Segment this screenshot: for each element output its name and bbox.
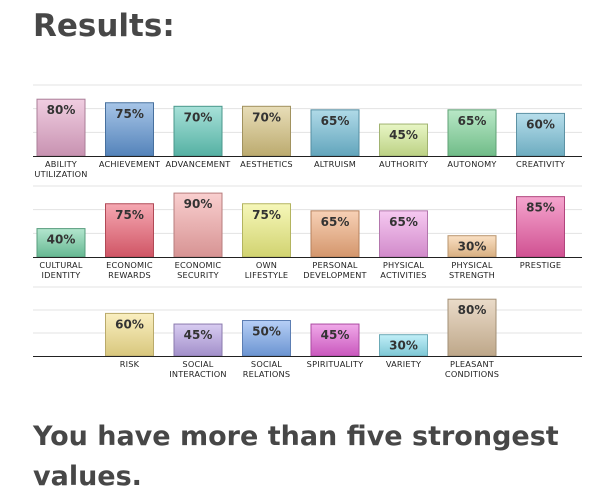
- category-label: CONDITIONS: [445, 369, 499, 379]
- bar: [173, 105, 223, 157]
- data-label: 80%: [458, 303, 487, 317]
- bar: [447, 298, 497, 357]
- chart-panel-2: 40%CULTURALIDENTITY75%ECONOMICREWARDS90%…: [33, 185, 582, 280]
- data-label: 75%: [252, 208, 281, 222]
- category-label: ALTRUISM: [314, 159, 356, 169]
- data-label: 45%: [321, 328, 350, 342]
- bar: [242, 105, 291, 157]
- data-label: 85%: [526, 201, 555, 215]
- bar: [516, 196, 565, 258]
- data-label: 65%: [321, 215, 350, 229]
- chart-panel-3: 60%RISK45%SOCIALINTERACTION50%SOCIALRELA…: [33, 286, 582, 379]
- data-label: 65%: [458, 114, 487, 128]
- category-label: ABILITY: [45, 159, 78, 169]
- category-label: PHYSICAL: [383, 260, 424, 270]
- category-label: IDENTITY: [41, 270, 81, 280]
- bar: [379, 123, 428, 157]
- data-label: 70%: [252, 110, 281, 124]
- bar: [173, 323, 223, 357]
- data-label: 65%: [321, 114, 350, 128]
- data-label: 75%: [115, 208, 144, 222]
- category-label: SECURITY: [177, 270, 220, 280]
- bar: [242, 203, 291, 258]
- category-label: UTILIZATION: [34, 169, 87, 179]
- results-heading: Results:: [33, 8, 175, 44]
- bar: [310, 210, 360, 258]
- category-label: VARIETY: [386, 359, 422, 369]
- category-label: AUTHORITY: [379, 159, 429, 169]
- data-label: 70%: [184, 110, 213, 124]
- data-label: 65%: [389, 215, 418, 229]
- bar: [447, 109, 497, 157]
- category-label: ADVANCEMENT: [165, 159, 231, 169]
- data-label: 75%: [115, 107, 144, 121]
- data-label: 50%: [252, 325, 281, 339]
- data-label: 80%: [47, 103, 76, 117]
- data-label: 45%: [389, 128, 418, 142]
- category-label: SOCIAL: [251, 359, 282, 369]
- category-label: SOCIAL: [182, 359, 213, 369]
- category-label: SPIRITUALITY: [307, 359, 364, 369]
- data-label: 60%: [526, 117, 555, 131]
- category-label: CREATIVITY: [516, 159, 566, 169]
- category-label: ECONOMIC: [106, 260, 153, 270]
- category-label: LIFESTYLE: [245, 270, 289, 280]
- category-label: AESTHETICS: [240, 159, 293, 169]
- category-label: RISK: [120, 359, 140, 369]
- category-label: ACHIEVEMENT: [99, 159, 161, 169]
- category-label: ECONOMIC: [175, 260, 222, 270]
- category-label: ACTIVITIES: [380, 270, 426, 280]
- bar: [516, 112, 565, 157]
- category-label: REWARDS: [108, 270, 151, 280]
- category-label: STRENGTH: [449, 270, 495, 280]
- category-label: PERSONAL: [312, 260, 358, 270]
- category-label: PLEASANT: [450, 359, 495, 369]
- category-label: INTERACTION: [169, 369, 226, 379]
- bar: [105, 102, 154, 157]
- bar: [105, 203, 154, 258]
- category-label: AUTONOMY: [447, 159, 497, 169]
- category-label: DEVELOPMENT: [303, 270, 367, 280]
- bar: [310, 323, 360, 357]
- data-label: 30%: [458, 240, 487, 254]
- category-label: CULTURAL: [39, 260, 82, 270]
- bar: [310, 109, 360, 157]
- data-label: 60%: [115, 317, 144, 331]
- bar: [379, 210, 428, 258]
- conclusion-text: You have more than five strongest values…: [33, 421, 559, 492]
- bar: [36, 228, 86, 258]
- category-label: OWN: [256, 260, 277, 270]
- bar: [105, 312, 154, 357]
- category-label: RELATIONS: [243, 369, 291, 379]
- data-label: 90%: [184, 197, 213, 211]
- category-label: PRESTIGE: [520, 260, 562, 270]
- data-label: 30%: [389, 339, 418, 353]
- category-label: PHYSICAL: [451, 260, 492, 270]
- data-label: 45%: [184, 328, 213, 342]
- data-label: 40%: [47, 233, 76, 247]
